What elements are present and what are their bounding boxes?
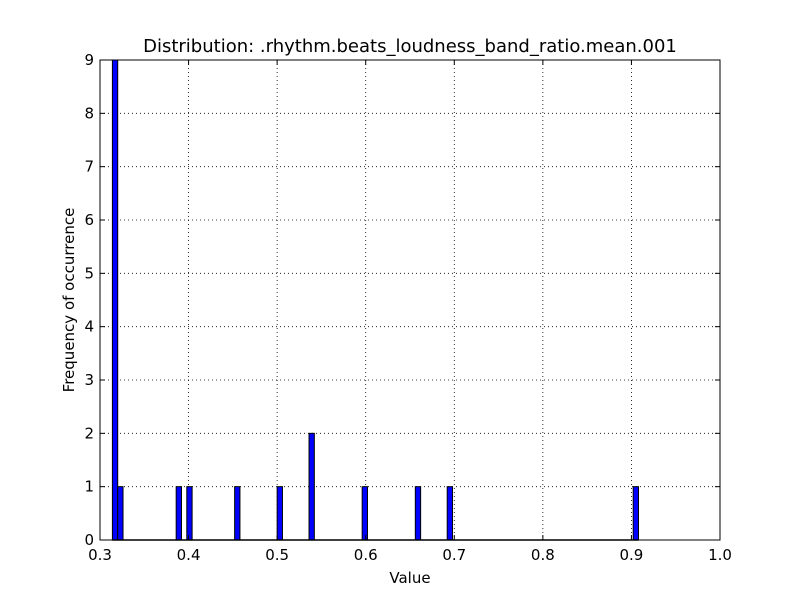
x-tick-label: 0.7: [442, 546, 466, 564]
x-tick-label: 0.8: [531, 546, 555, 564]
y-tick-label: 7: [84, 158, 94, 176]
histogram-bar: [276, 486, 283, 541]
y-tick-label: 2: [84, 424, 94, 442]
histogram-bar: [111, 59, 119, 541]
x-tick-label: 0.4: [177, 546, 201, 564]
histogram-bar: [361, 486, 368, 541]
grid-lines: [100, 60, 720, 540]
x-tick-label: 0.9: [619, 546, 643, 564]
chart-title: Distribution: .rhythm.beats_loudness_ban…: [143, 36, 677, 57]
x-axis-label: Value: [389, 569, 430, 587]
histogram-bar: [446, 486, 454, 541]
y-tick-label: 3: [84, 371, 94, 389]
histogram-bar: [632, 486, 640, 541]
histogram-bar: [117, 486, 124, 541]
histogram-bar: [414, 486, 422, 541]
y-tick-label: 6: [84, 211, 94, 229]
y-tick-label: 4: [84, 318, 94, 336]
x-tick-label: 0.5: [265, 546, 289, 564]
y-tick-label: 8: [84, 104, 94, 122]
histogram-bar: [186, 486, 193, 541]
x-tick-label: 1.0: [708, 546, 732, 564]
y-tick-label: 1: [84, 478, 94, 496]
tick-labels: 0.3 0.4 0.5 0.6 0.7 0.8 0.9 1.0 0 1 2 3 4 5 6 7 8 9: [84, 51, 731, 564]
x-tick-label: 0.6: [354, 546, 378, 564]
histogram-bar: [308, 432, 315, 541]
y-tick-label: 0: [84, 531, 94, 549]
histogram-bar: [234, 486, 241, 541]
x-tick-label: 0.3: [88, 546, 112, 564]
y-tick-label: 5: [84, 264, 94, 282]
histogram-bar: [175, 486, 182, 541]
plot-area-frame: [99, 59, 721, 541]
y-tick-label: 9: [84, 51, 94, 69]
y-axis-label: Frequency of occurrence: [60, 208, 78, 393]
